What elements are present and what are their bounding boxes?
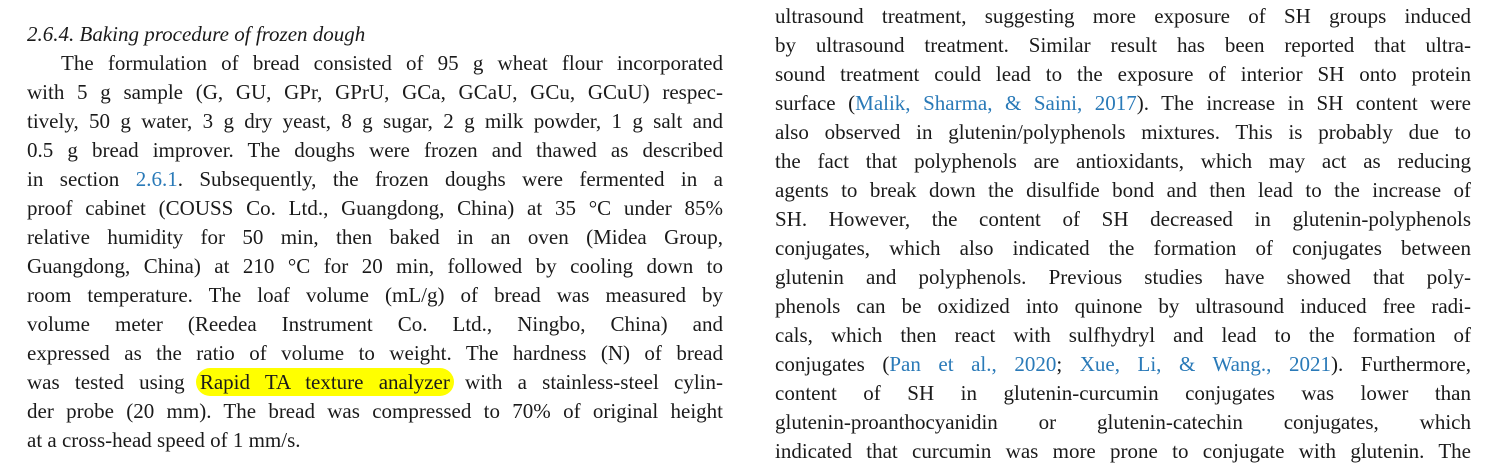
citation-link[interactable]: Malik, Sharma, & Saini, 2017 [855, 91, 1137, 115]
section-heading: 2.6.4. Baking procedure of frozen dough [27, 22, 366, 46]
text-segment: der probe (20 mm). The bread was compres… [27, 399, 723, 423]
text-line: phenols can be oxidized into quinone by … [775, 292, 1471, 321]
text-segment: ). The increase in SH content were [1136, 91, 1471, 115]
text-segment: surface ( [775, 91, 856, 115]
text-line: glutenin-proanthocyanidin or glutenin-ca… [775, 408, 1471, 437]
text-line: surface (Malik, Sharma, & Saini, 2017). … [775, 89, 1471, 118]
text-line: Guangdong, China) at 210 °C for 20 min, … [27, 252, 723, 281]
right-column: ultrasound treatment, suggesting more ex… [775, 2, 1471, 466]
text-line: content of SH in glutenin-curcumin conju… [775, 379, 1471, 408]
text-segment: room temperature. The loaf volume (mL/g)… [27, 283, 723, 307]
text-segment: agents to break down the disulfide bond … [775, 178, 1471, 202]
text-segment: glutenin-proanthocyanidin or glutenin-ca… [775, 410, 1471, 434]
text-line: by ultrasound treatment. Similar result … [775, 31, 1471, 60]
text-segment: tively, 50 g water, 3 g dry yeast, 8 g s… [27, 109, 723, 133]
text-segment: The formulation of bread consisted of 95… [61, 51, 723, 75]
text-segment: cals, which then react with sulfhydryl a… [775, 323, 1471, 347]
text-segment: was tested using [27, 370, 200, 394]
text-line: SH. However, the content of SH decreased… [775, 205, 1471, 234]
text-segment: also observed in glutenin/polyphenols mi… [775, 120, 1471, 144]
text-line: expressed as the ratio of volume to weig… [27, 339, 723, 368]
text-line: proof cabinet (COUSS Co. Ltd., Guangdong… [27, 194, 723, 223]
citation-link[interactable]: Pan et al., 2020 [889, 352, 1057, 376]
text-segment: conjugates ( [775, 352, 890, 376]
text-segment: volume meter (Reedea Instrument Co. Ltd.… [27, 312, 723, 336]
right-paragraph: ultrasound treatment, suggesting more ex… [775, 2, 1471, 466]
citation-link[interactable]: 2.6.1 [135, 167, 178, 191]
text-segment: content of SH in glutenin-curcumin conju… [775, 381, 1471, 405]
text-segment: at a cross-head speed of 1 mm/s. [27, 428, 301, 452]
text-line: tively, 50 g water, 3 g dry yeast, 8 g s… [27, 107, 723, 136]
text-line: agents to break down the disulfide bond … [775, 176, 1471, 205]
text-line: conjugates (Pan et al., 2020; Xue, Li, &… [775, 350, 1471, 379]
text-segment: Guangdong, China) at 210 °C for 20 min, … [27, 254, 723, 278]
text-segment: sound treatment could lead to the exposu… [775, 62, 1471, 86]
text-line: with 5 g sample (G, GU, GPr, GPrU, GCa, … [27, 78, 723, 107]
text-line: 0.5 g bread improver. The doughs were fr… [27, 136, 723, 165]
citation-link[interactable]: Xue, Li, & Wang., 2021 [1079, 352, 1331, 376]
text-segment: glutenin and polyphenols. Previous studi… [775, 265, 1471, 289]
text-line: volume meter (Reedea Instrument Co. Ltd.… [27, 310, 723, 339]
text-segment: SH. However, the content of SH decreased… [775, 207, 1471, 231]
text-line: also observed in glutenin/polyphenols mi… [775, 118, 1471, 147]
text-line: was tested using Rapid TA texture analyz… [27, 368, 723, 397]
text-segment: phenols can be oxidized into quinone by … [775, 294, 1471, 318]
text-segment: by ultrasound treatment. Similar result … [775, 33, 1471, 57]
text-line: der probe (20 mm). The bread was compres… [27, 397, 723, 426]
text-line: cals, which then react with sulfhydryl a… [775, 321, 1471, 350]
text-segment: the fact that polyphenols are antioxidan… [775, 149, 1471, 173]
text-line: glutenin and polyphenols. Previous studi… [775, 263, 1471, 292]
text-line: the fact that polyphenols are antioxidan… [775, 147, 1471, 176]
text-line: indicated that curcumin was more prone t… [775, 437, 1471, 466]
text-line: sound treatment could lead to the exposu… [775, 60, 1471, 89]
text-line: in section 2.6.1. Subsequently, the froz… [27, 165, 723, 194]
text-line: ultrasound treatment, suggesting more ex… [775, 2, 1471, 31]
text-line: room temperature. The loaf volume (mL/g)… [27, 281, 723, 310]
text-segment: relative humidity for 50 min, then baked… [27, 225, 723, 249]
text-segment: ; [1056, 352, 1080, 376]
highlighted-text: Rapid TA texture analyzer [195, 368, 454, 396]
text-segment: ultrasound treatment, suggesting more ex… [775, 4, 1471, 28]
left-column: 2.6.4. Baking procedure of frozen dough … [27, 20, 723, 455]
text-segment: with a stainless-steel cylin- [449, 370, 723, 394]
text-segment: expressed as the ratio of volume to weig… [27, 341, 723, 365]
text-line: at a cross-head speed of 1 mm/s. [27, 426, 723, 455]
text-segment: 0.5 g bread improver. The doughs were fr… [27, 138, 723, 162]
text-line: The formulation of bread consisted of 95… [27, 49, 723, 78]
text-segment: with 5 g sample (G, GU, GPr, GPrU, GCa, … [27, 80, 723, 104]
text-segment: ). Furthermore, [1330, 352, 1471, 376]
text-segment: conjugates, which also indicated the for… [775, 236, 1471, 260]
text-segment: proof cabinet (COUSS Co. Ltd., Guangdong… [27, 196, 723, 220]
left-paragraph: The formulation of bread consisted of 95… [27, 49, 723, 455]
text-segment: indicated that curcumin was more prone t… [775, 439, 1471, 463]
text-segment: . Subsequently, the frozen doughs were f… [177, 167, 723, 191]
text-line: conjugates, which also indicated the for… [775, 234, 1471, 263]
text-line: relative humidity for 50 min, then baked… [27, 223, 723, 252]
text-segment: in section [27, 167, 136, 191]
